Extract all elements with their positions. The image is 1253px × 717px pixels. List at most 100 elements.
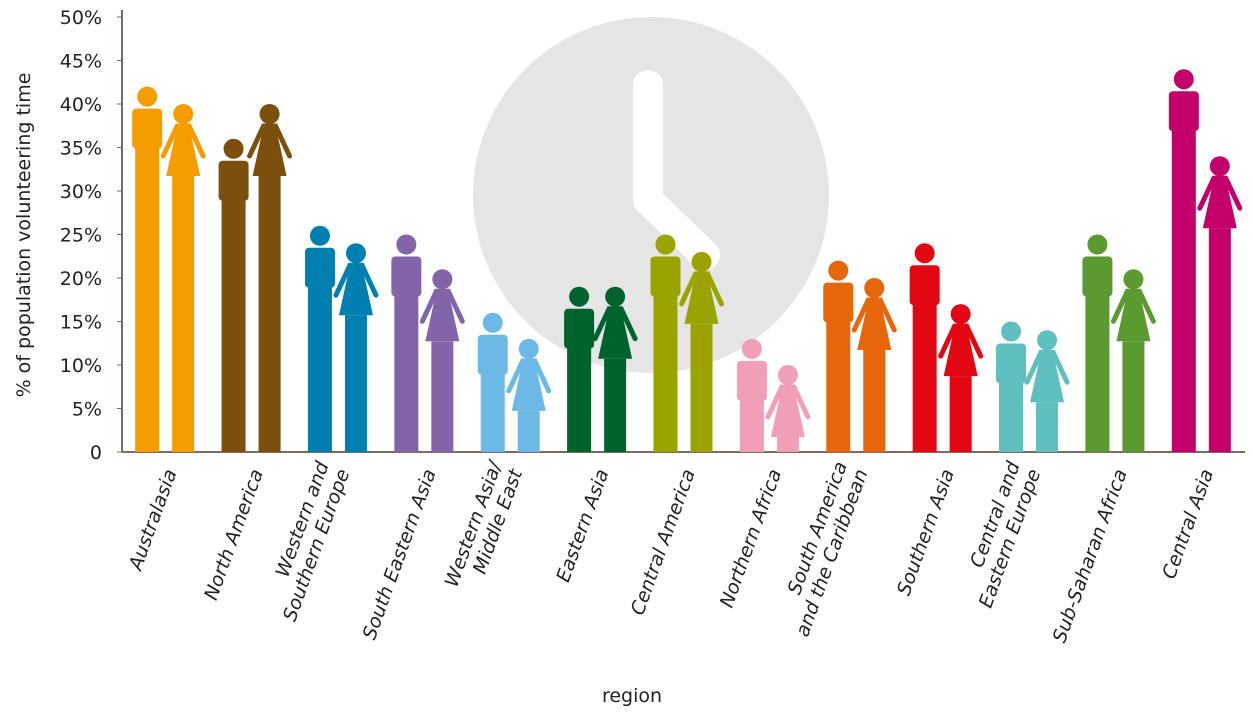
legs	[912, 275, 937, 452]
head	[864, 278, 885, 298]
male-figure	[132, 86, 163, 452]
legs	[567, 318, 592, 452]
arms	[851, 297, 897, 333]
female-figure	[1110, 269, 1156, 452]
y-axis-title: % of population volunteering time	[13, 73, 35, 398]
female-figure	[419, 269, 465, 452]
head	[1037, 330, 1058, 351]
dress	[1030, 352, 1065, 403]
male-figure	[1082, 234, 1113, 452]
head	[655, 234, 676, 255]
head	[223, 138, 244, 159]
x-tick-label: North America	[200, 466, 268, 603]
dress	[1202, 178, 1237, 229]
head	[1001, 321, 1022, 342]
female-figure	[1197, 156, 1243, 452]
head	[482, 312, 503, 333]
arms	[1110, 288, 1156, 324]
legs	[739, 370, 764, 452]
female-figure	[160, 104, 206, 452]
arms	[592, 306, 638, 342]
legs	[604, 358, 627, 452]
y-tick-label: 20%	[60, 268, 102, 290]
legs	[1208, 228, 1231, 452]
head	[1087, 234, 1108, 255]
y-tick-label: 5%	[72, 399, 102, 421]
x-tick-label: Western andSouthern Europe	[258, 458, 354, 624]
head	[914, 243, 935, 264]
x-tick-label: South Eastern Asia	[359, 466, 441, 642]
legs	[826, 292, 851, 452]
arms	[679, 271, 724, 307]
arms	[333, 262, 379, 298]
head	[432, 269, 453, 290]
male-figure	[477, 312, 508, 452]
male-figure	[304, 225, 335, 452]
legs	[221, 170, 246, 453]
x-axis-title: region	[602, 685, 662, 707]
arms	[419, 288, 465, 324]
female-figure	[938, 304, 984, 452]
head	[173, 104, 194, 124]
dress	[1116, 291, 1151, 342]
dress	[770, 387, 805, 437]
x-tick-label: Sub-Saharan Africa	[1049, 466, 1132, 645]
y-tick-label: 35%	[60, 138, 102, 160]
male-figure	[564, 286, 595, 452]
head	[777, 365, 798, 385]
head	[309, 225, 330, 246]
male-figure	[823, 260, 854, 452]
y-tick-label: 0	[90, 442, 102, 464]
x-tick-label: Southern Asia	[893, 466, 959, 598]
y-tick-label: 15%	[60, 312, 102, 334]
y-tick-label: 10%	[60, 355, 102, 377]
head	[569, 286, 590, 307]
y-tick-label: 25%	[60, 225, 102, 247]
dress	[338, 265, 373, 316]
legs	[258, 176, 281, 452]
legs	[1085, 266, 1110, 452]
dress	[943, 326, 978, 377]
head	[259, 104, 280, 124]
y-tick-label: 30%	[60, 181, 102, 203]
x-tick-label: Western Asia/Middle East	[441, 456, 528, 597]
head	[605, 286, 626, 307]
legs	[949, 376, 972, 452]
arms	[506, 358, 552, 394]
legs	[690, 323, 713, 452]
y-tick-label: 50%	[60, 7, 102, 29]
male-figure	[909, 243, 940, 452]
head	[828, 260, 849, 281]
legs	[517, 410, 540, 452]
arms	[765, 384, 811, 420]
male-figure	[650, 234, 681, 452]
male-figure	[218, 138, 249, 453]
arms	[160, 123, 206, 159]
female-figure	[851, 278, 897, 452]
male-figure	[736, 338, 767, 452]
head	[345, 243, 366, 264]
legs	[999, 353, 1024, 452]
male-figure	[996, 321, 1027, 452]
arms	[938, 323, 984, 359]
female-figure	[506, 338, 552, 452]
y-tick-label: 40%	[60, 94, 102, 116]
dress	[252, 126, 287, 176]
legs	[394, 266, 419, 452]
female-figure	[1024, 330, 1070, 452]
x-tick-label: Central Asia	[1158, 466, 1218, 582]
legs	[344, 315, 367, 452]
legs	[135, 118, 160, 452]
head	[950, 304, 971, 325]
legs	[653, 266, 678, 452]
legs	[307, 257, 332, 452]
female-figure	[679, 251, 724, 452]
head	[518, 338, 539, 359]
legs	[431, 341, 454, 452]
head	[741, 338, 762, 359]
arms	[1197, 175, 1243, 211]
legs	[1122, 341, 1145, 452]
dress	[598, 308, 633, 359]
dress	[511, 360, 546, 411]
arms	[247, 123, 293, 159]
